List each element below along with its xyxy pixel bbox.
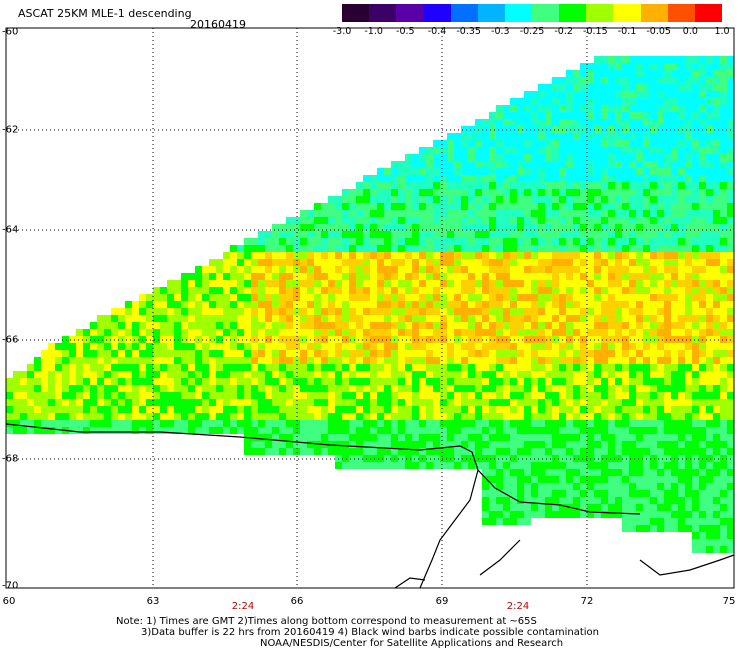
colorbar-tick-label: -0.15 xyxy=(583,26,608,37)
colorbar xyxy=(342,4,722,22)
colorbar-swatch xyxy=(342,4,370,22)
data-cells xyxy=(6,56,734,553)
colorbar-swatch xyxy=(531,4,560,22)
graticule xyxy=(6,28,734,588)
map-frame xyxy=(5,27,735,589)
colorbar-swatch xyxy=(504,4,532,22)
colorbar-swatch xyxy=(423,4,451,22)
colorbar-tick-label: -0.5 xyxy=(396,26,415,37)
colorbar-swatch xyxy=(477,4,505,22)
lat-label-68: -68 xyxy=(2,453,19,465)
colorbar-tick-label: -0.35 xyxy=(456,26,481,37)
colorbar-swatch xyxy=(613,4,641,22)
colorbar-tick-label: -1.0 xyxy=(364,26,383,37)
note-line-3: NOAA/NESDIS/Center for Satellite Applica… xyxy=(260,638,564,649)
colorbar-swatch xyxy=(694,4,722,22)
lon-label-69: 69 xyxy=(435,596,449,607)
lat-label-66: -66 xyxy=(2,334,19,346)
coastline xyxy=(5,423,735,589)
colorbar-tick-label: 1.0 xyxy=(714,26,730,37)
colorbar-swatch xyxy=(667,4,695,22)
colorbar-swatch xyxy=(586,4,614,22)
pass-time-label: 2:24 xyxy=(506,601,530,612)
colorbar-swatch xyxy=(396,4,424,22)
colorbar-swatch xyxy=(640,4,668,22)
colorbar-tick-label: -0.1 xyxy=(617,26,637,37)
lon-label-72: 72 xyxy=(580,596,594,607)
colorbar-tick-label: -0.3 xyxy=(491,26,510,37)
map-date: 20160419 xyxy=(190,18,246,31)
lon-label-60: 60 xyxy=(2,596,16,607)
lat-label-70: -70 xyxy=(2,580,19,592)
colorbar-swatch xyxy=(450,4,478,22)
note-line-2: 3)Data buffer is 22 hrs from 20160419 4)… xyxy=(141,627,599,638)
colorbar-tick-label: -0.25 xyxy=(519,26,545,37)
colorbar-tick-label: -3.0 xyxy=(332,26,352,37)
lat-label-62: -62 xyxy=(2,124,19,136)
lat-label-64: -64 xyxy=(2,224,19,236)
colorbar-tick-label: -0.2 xyxy=(554,26,573,37)
colorbar-labels: -3.0 -1.0 -0.5 -0.4 -0.35 -0.3 -0.25 -0.2 -0.15-… xyxy=(330,26,730,38)
pass-time-label: 2:24 xyxy=(231,601,255,612)
colorbar-swatch xyxy=(559,4,587,22)
colorbar-swatch xyxy=(369,4,397,22)
colorbar-tick-label: -0.05 xyxy=(646,26,671,37)
colorbar-tick-label: -0.4 xyxy=(427,26,447,37)
lon-label-75: 75 xyxy=(722,596,736,607)
colorbar-tick-label: 0.0 xyxy=(682,26,698,37)
note-line-1: Note: 1) Times are GMT 2)Times along bot… xyxy=(116,616,537,627)
lon-label-66: 66 xyxy=(290,596,304,607)
map-title: ASCAT 25KM MLE-1 descending xyxy=(18,7,192,20)
lat-label-60: -60 xyxy=(2,26,19,38)
lon-label-63: 63 xyxy=(146,596,160,607)
